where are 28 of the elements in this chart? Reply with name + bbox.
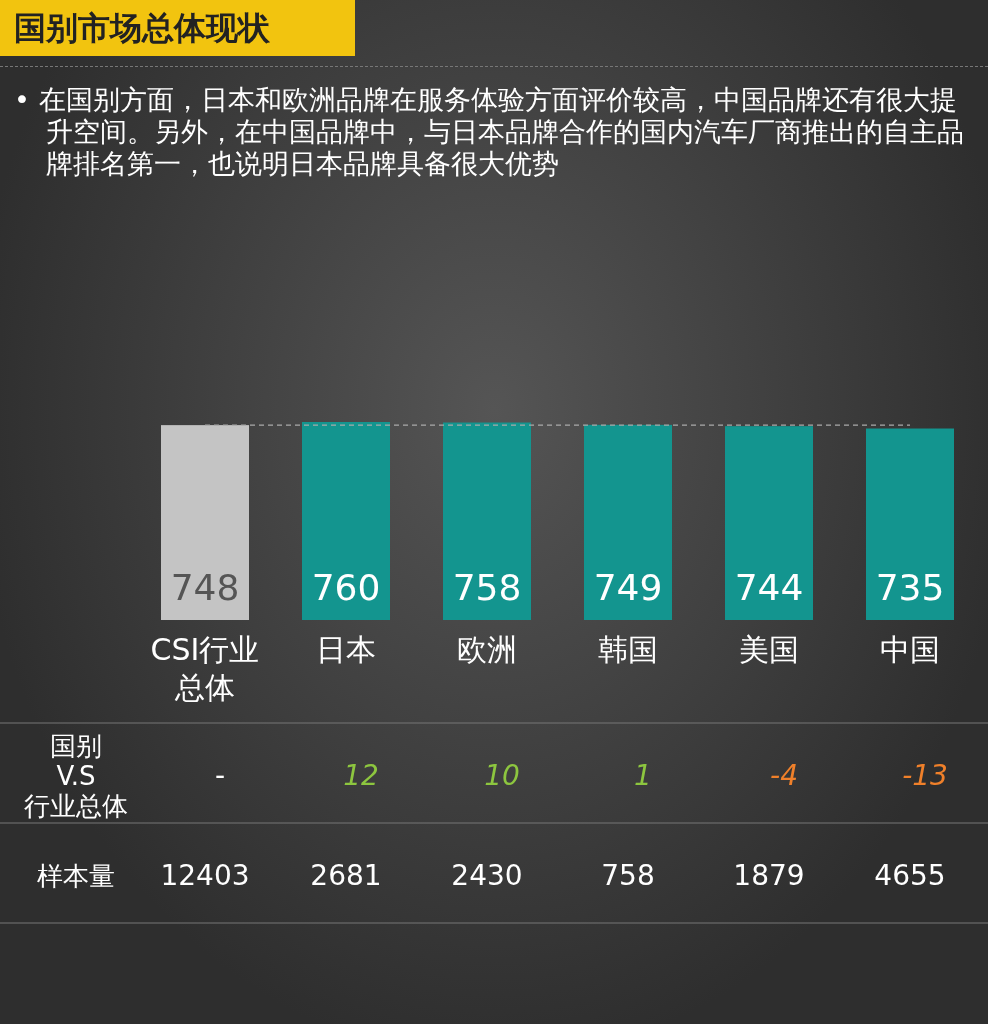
text: 国别 V.S 行业总体	[24, 731, 128, 821]
text: 12	[343, 759, 379, 792]
chart-title: 国别市场总体现状	[0, 0, 355, 56]
x-tick-label: 美国	[739, 632, 799, 667]
text: 2681	[310, 859, 382, 892]
text: -4	[770, 759, 798, 792]
text: 10	[484, 759, 520, 792]
text: -13	[902, 759, 948, 792]
x-tick-label: 欧洲	[457, 632, 517, 667]
data-label: 748	[170, 567, 240, 608]
chart-subtitle: • 在国别方面，日本和欧洲品牌在服务体验方面评价较高，中国品牌还有很大提升空间。另外，在中国品牌中，与日本品牌合作的国内汽车厂商推出的自主品牌排名第一，也说明日本品牌具备很大优势	[14, 84, 964, 180]
data-label: 749	[593, 567, 663, 608]
x-tick-label: 韩国	[598, 632, 658, 667]
data-label: 735	[875, 567, 945, 608]
data-label: 744	[734, 567, 804, 608]
text: 样本量	[37, 861, 115, 891]
text: -	[214, 759, 226, 792]
text: 1879	[733, 859, 805, 892]
text: 1	[634, 759, 652, 792]
x-tick-label: 日本	[316, 632, 376, 667]
data-label: 758	[452, 567, 522, 608]
x-tick-label: 中国	[880, 632, 940, 667]
text: 12403	[160, 859, 250, 892]
data-label: 760	[311, 567, 381, 608]
text: 2430	[451, 859, 523, 892]
text: 758	[601, 859, 655, 892]
text: 4655	[874, 859, 946, 892]
x-tick-label: CSI行业总体	[150, 632, 260, 705]
